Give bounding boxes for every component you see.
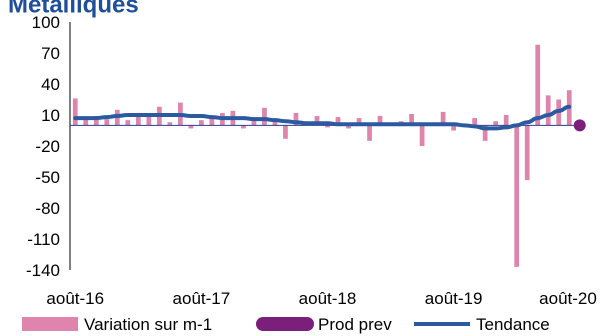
bar (251, 118, 257, 126)
x-tick-label: août-16 (46, 289, 104, 308)
x-tick-labels: août-16 août-17 août-18 août-19 août-20 (46, 289, 596, 308)
legend-label-trend: Tendance (476, 315, 550, 334)
y-tick-label: -20 (35, 137, 60, 156)
y-tick-labels: 100 70 40 10 -20 -50 -80 -110 -140 (26, 13, 60, 280)
bar (419, 125, 425, 146)
bar (199, 120, 204, 126)
legend-label-prod-prev: Prod prev (318, 315, 392, 334)
bar (346, 125, 351, 129)
bar (325, 125, 330, 128)
y-tick-label: 40 (41, 75, 60, 94)
y-tick-label: -140 (26, 261, 60, 280)
bar (472, 118, 478, 126)
bar (209, 116, 215, 126)
bar (188, 125, 194, 129)
y-tick-label: 10 (41, 106, 60, 125)
bar (367, 125, 372, 141)
bar (503, 115, 509, 126)
bar (83, 117, 89, 126)
bar (167, 122, 173, 126)
bar (125, 120, 131, 126)
bar (377, 116, 383, 126)
x-tick-label: août-17 (173, 289, 231, 308)
trend-path (73, 104, 572, 131)
bar (241, 125, 246, 129)
bar (72, 98, 78, 126)
prod-prev-point (573, 119, 586, 132)
bar (535, 44, 541, 126)
bar (451, 125, 456, 131)
bar (356, 118, 362, 126)
bar (524, 125, 530, 181)
legend-swatch-prod-prev (256, 317, 314, 331)
legend-swatch-variation (22, 317, 78, 331)
bar (493, 121, 499, 126)
chart-title: Métalliques (8, 0, 139, 18)
x-tick-label: août-20 (539, 289, 597, 308)
y-tick-label: 70 (41, 44, 60, 63)
y-tick-label: -110 (27, 230, 60, 249)
bar (482, 125, 488, 141)
bar (272, 121, 278, 126)
bar (514, 125, 520, 267)
y-tick-label: 100 (32, 13, 60, 32)
bar (135, 112, 141, 126)
y-tick-label: -50 (35, 168, 60, 187)
bar (545, 95, 551, 126)
legend-label-variation: Variation sur m-1 (84, 315, 212, 334)
bar (93, 116, 99, 126)
x-tick-label: août-18 (299, 289, 357, 308)
bar (104, 119, 110, 126)
bar (409, 113, 414, 126)
bar (283, 125, 288, 139)
legend: Variation sur m-1 Prod prev Tendance (22, 315, 550, 334)
bar (293, 112, 299, 126)
y-tick-label: -80 (35, 199, 60, 218)
bar (146, 115, 152, 126)
bar (262, 107, 267, 126)
bars-variation (72, 44, 572, 267)
trend-line (73, 104, 572, 131)
x-tick-label: août-19 (425, 289, 483, 308)
bar (440, 111, 446, 126)
bar (314, 116, 320, 126)
bar (335, 117, 341, 126)
prod-prev-marker (573, 119, 586, 132)
